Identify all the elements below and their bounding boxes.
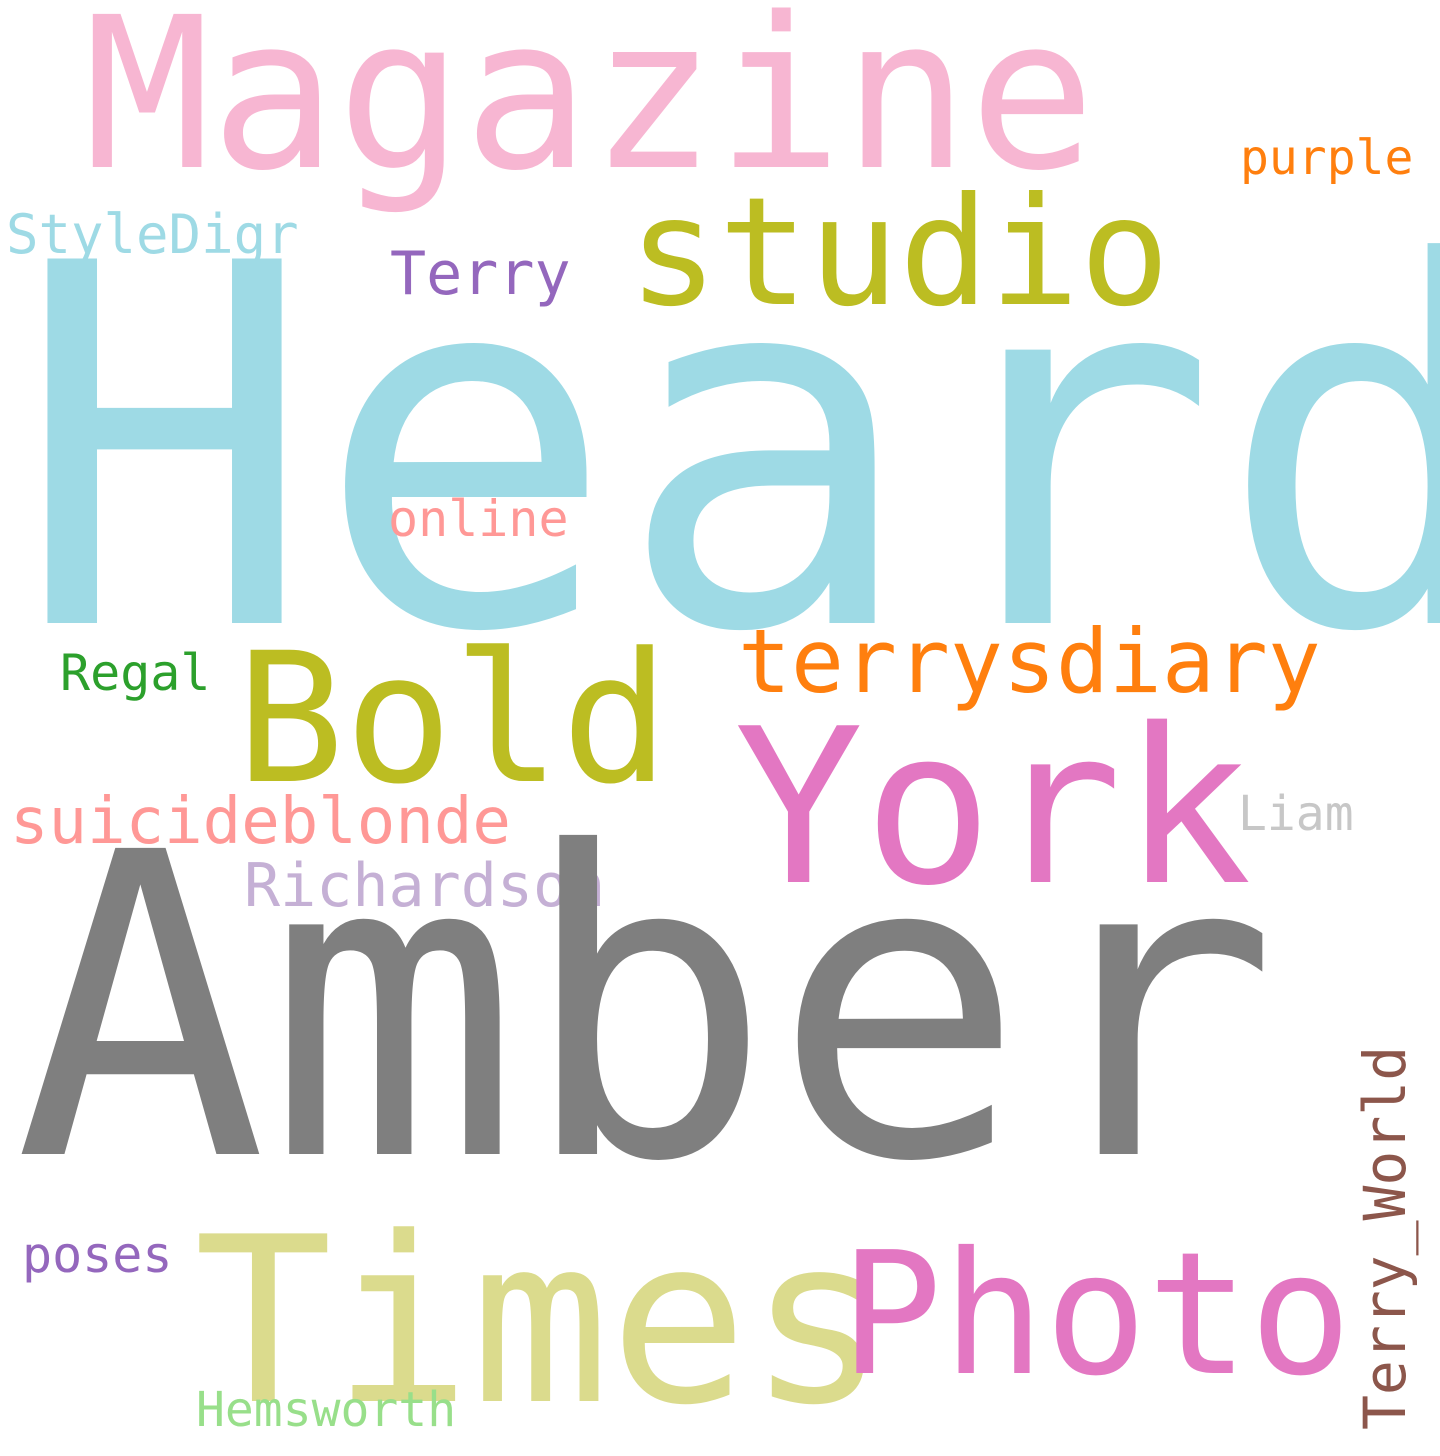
word-york: York [734,682,1252,933]
word-times: Times [194,1189,887,1456]
word-magazine: Magazine [84,0,1096,217]
word-online: online [388,490,569,548]
word-terry-world: Terry_World [1351,1045,1419,1430]
word-heard: Heard [14,159,1440,741]
word-photo: Photo [840,1216,1352,1414]
word-suicideblonde: suicideblonde [10,785,511,859]
word-richardson: Richardson [244,851,606,921]
word-purple: purple [1240,130,1414,186]
word-terrysdiary: terrysdiary [738,610,1321,713]
word-amber: Amber [14,765,1279,1254]
word-bold: Bold [236,615,670,824]
word-regal: Regal [60,644,211,702]
word-studio: studio [628,166,1170,340]
word-terry: Terry [390,239,571,309]
word-hemsworth: Hemsworth [196,1382,457,1438]
word-liam: Liam [1238,786,1354,842]
word-styledigr: StyleDigr [6,203,299,266]
word-poses: poses [22,1226,173,1284]
